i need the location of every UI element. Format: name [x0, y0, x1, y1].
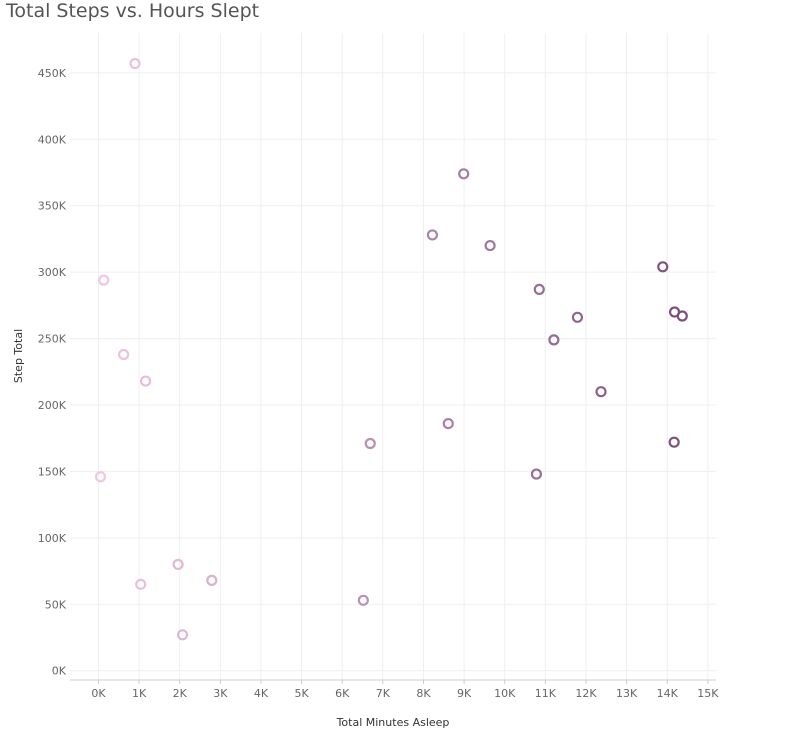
y-tick-label: 100K — [38, 532, 67, 545]
scatter-point[interactable] — [442, 417, 454, 430]
y-tick-label: 350K — [38, 200, 67, 213]
x-tick-label: 1K — [132, 687, 147, 700]
x-tick-label: 4K — [254, 687, 269, 700]
scatter-point[interactable] — [458, 168, 470, 180]
scatter-point[interactable] — [571, 311, 584, 323]
scatter-point[interactable] — [364, 437, 376, 450]
x-tick-label: 13K — [616, 687, 638, 700]
plot-area — [70, 33, 716, 679]
scatter-point[interactable] — [94, 471, 107, 483]
y-tick-label: 400K — [38, 133, 67, 146]
x-tick-label: 12K — [575, 687, 597, 700]
x-tick-label: 11K — [535, 687, 557, 700]
y-tick-label: 200K — [38, 399, 67, 412]
x-tick-label: 2K — [173, 687, 188, 700]
scatter-point[interactable] — [206, 574, 218, 586]
scatter-point[interactable] — [139, 375, 152, 387]
y-tick-label: 450K — [38, 67, 67, 80]
x-tick-label: 10K — [494, 687, 516, 700]
scatter-point[interactable] — [533, 283, 545, 296]
data-points — [94, 57, 688, 641]
scatter-point[interactable] — [548, 334, 560, 346]
scatter-point[interactable] — [484, 239, 496, 252]
x-tick-label: 15K — [697, 687, 719, 700]
x-tick-label: 6K — [335, 687, 350, 700]
scatter-point[interactable] — [172, 558, 184, 571]
y-tick-labels: 0K 50K 100K 150K 200K 250K 300K 350K 400K 450K — [38, 67, 67, 678]
scatter-point[interactable] — [426, 229, 439, 241]
x-tick-labels: 0K 1K 2K 3K 4K 5K 6K 7K 8K 9K 10K 11K 12K 13K 14K 15K — [91, 680, 719, 700]
scatter-point[interactable] — [98, 274, 110, 286]
scatter-point[interactable] — [676, 310, 688, 322]
scatter-point[interactable] — [176, 629, 189, 641]
chart-title: Total Steps vs. Hours Slept — [6, 0, 260, 22]
x-tick-label: 5K — [294, 687, 309, 700]
y-tick-label: 300K — [38, 266, 67, 279]
x-tick-label: 9K — [457, 687, 472, 700]
x-gridlines — [97, 33, 709, 680]
scatter-point[interactable] — [595, 386, 607, 398]
x-tick-label: 7K — [376, 687, 391, 700]
y-gridlines — [70, 72, 716, 672]
x-tick-label: 14K — [657, 687, 679, 700]
y-tick-label: 250K — [38, 333, 67, 346]
scatter-point[interactable] — [530, 468, 543, 480]
x-tick-label: 8K — [416, 687, 431, 700]
scatter-point[interactable] — [129, 57, 141, 70]
scatter-point[interactable] — [657, 261, 669, 273]
scatter-point[interactable] — [357, 594, 369, 606]
y-tick-label: 0K — [52, 665, 67, 678]
y-tick-label: 50K — [45, 598, 67, 611]
scatter-point[interactable] — [118, 348, 130, 361]
scatter-point[interactable] — [135, 578, 147, 590]
x-tick-label: 0K — [91, 687, 106, 700]
y-axis-title: Step Total — [12, 329, 25, 383]
y-tick-label: 150K — [38, 465, 67, 478]
x-tick-label: 3K — [213, 687, 228, 700]
scatter-point[interactable] — [668, 436, 680, 448]
x-axis-title: Total Minutes Asleep — [336, 716, 450, 729]
